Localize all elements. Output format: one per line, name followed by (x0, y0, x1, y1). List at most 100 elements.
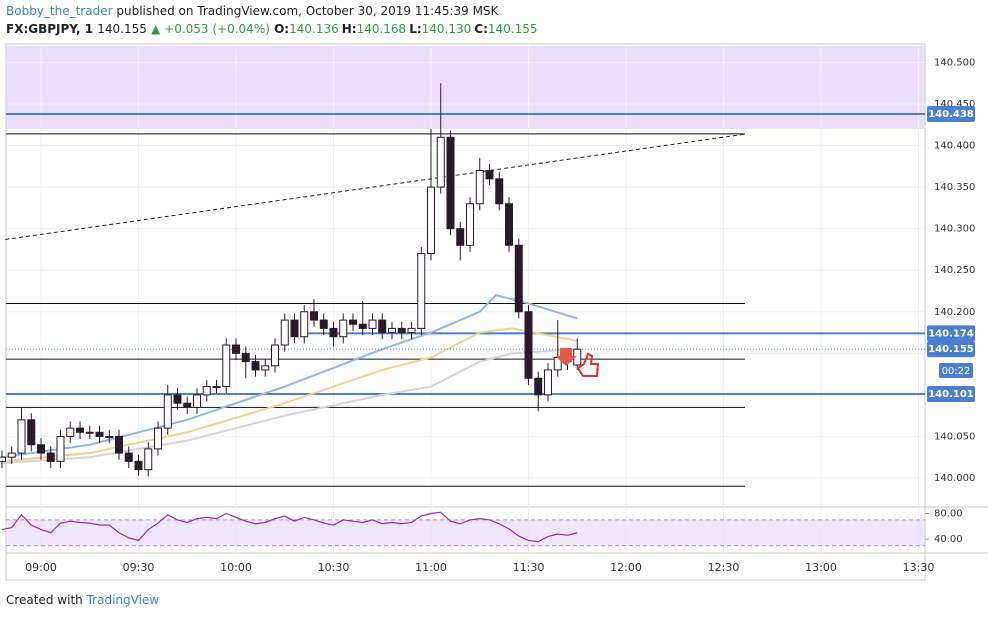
y-tick-label: 140.000 (934, 473, 975, 484)
candle-body (505, 203, 513, 246)
candle-body (241, 352, 250, 363)
ohlc-value: 140.136 (289, 22, 339, 36)
candle-body (358, 323, 367, 329)
x-tick-label: 13:30 (903, 561, 935, 574)
price-label: 140.155 (928, 344, 974, 355)
x-tick-label: 10:00 (220, 561, 252, 574)
candle-body (280, 319, 289, 346)
last: 140.155 (97, 22, 147, 36)
candle-body (232, 344, 240, 354)
candle-body (261, 365, 270, 371)
candle-body (456, 228, 465, 246)
ohlc-label: H: (341, 22, 357, 36)
candle-body (388, 327, 396, 334)
candle-body (66, 427, 75, 437)
candle-body (115, 435, 123, 454)
down-arrow (555, 348, 577, 366)
candle-body (124, 452, 133, 462)
y-tick-label: 40.00 (934, 534, 963, 545)
author[interactable]: Bobby_the_trader (6, 4, 113, 18)
zone (6, 45, 925, 129)
candle-body (417, 253, 426, 329)
trendline (5, 133, 747, 240)
candle-body (534, 377, 543, 396)
countdown-box (939, 363, 973, 378)
candle-body (154, 427, 162, 450)
candle-body (300, 311, 309, 338)
candle-body (495, 178, 504, 205)
candle-body (37, 444, 45, 454)
price-label-box (927, 341, 975, 358)
y-tick-label: 140.450 (934, 99, 975, 110)
header-line: Bobby_the_trader published on TradingVie… (6, 4, 498, 18)
candle-body (76, 427, 84, 433)
candle-body (95, 431, 104, 437)
ohlc: O:140.136 H:140.168 L:140.130 C:140.155 (274, 22, 540, 36)
y-tick-label: 140.400 (934, 141, 975, 152)
candle-body (329, 327, 338, 338)
price-label-box (927, 105, 975, 122)
ohlc-label: L: (409, 22, 422, 36)
candle-body (17, 419, 26, 454)
candle-body (466, 203, 474, 246)
price-label: 140.101 (928, 389, 974, 400)
candle-body (514, 244, 523, 313)
candle-body (485, 169, 494, 180)
x-tick-label: 11:30 (513, 561, 545, 574)
candle-body (27, 419, 36, 446)
y-tick-label: 140.300 (934, 224, 975, 235)
candle-body (271, 344, 279, 367)
candle-body (475, 169, 484, 205)
candle-body (368, 319, 377, 329)
x-tick-label: 11:00 (415, 561, 447, 574)
candle-body (290, 319, 299, 338)
candle-body (0, 456, 6, 462)
candle-body (56, 435, 65, 462)
x-tick-label: 09:30 (123, 561, 155, 574)
candle-body (446, 136, 455, 230)
ohlc-line: FX:GBPJPY, 1 140.155 ▲ +0.053 (+0.04%) O… (6, 22, 541, 36)
symbol: FX:GBPJPY, 1 (6, 22, 94, 36)
candle-body (397, 327, 406, 334)
candle-body (378, 319, 387, 334)
candle-body (7, 452, 16, 458)
candle-body (319, 319, 328, 329)
published: published on TradingView.com, October 30… (116, 4, 499, 18)
candle-body (193, 394, 201, 408)
ohlc-value: 140.168 (356, 22, 407, 36)
change: ▲ +0.053 (+0.04%) (151, 22, 270, 36)
candle-body (85, 431, 94, 434)
candle-body (251, 361, 260, 371)
x-tick-label: 09:00 (25, 561, 57, 574)
candle-body (202, 386, 211, 396)
candle-body (544, 369, 552, 396)
y-tick-label: 140.050 (934, 431, 975, 442)
y-tick-label: 80.00 (934, 508, 963, 519)
candle-body (183, 402, 192, 408)
y-tick-label: 140.350 (934, 182, 975, 193)
price-label-box (927, 325, 975, 342)
marks: 140.000140.050140.100140.150140.200140.2… (0, 44, 975, 574)
candle-body (173, 394, 182, 404)
candle-body (105, 435, 114, 438)
moving-average (1, 294, 578, 459)
brand[interactable]: TradingView (86, 593, 160, 607)
candle-body (144, 448, 153, 471)
x-tick-label: 12:00 (610, 561, 642, 574)
ohlc-label: C: (474, 22, 488, 36)
price-label: 140.174 (928, 328, 974, 339)
candle-body (222, 344, 231, 388)
candle-body (46, 452, 55, 462)
footer-text: Created with (6, 593, 83, 607)
x-tick-label: 10:30 (318, 561, 350, 574)
candle-body (339, 319, 348, 338)
candle-body (310, 311, 318, 321)
countdown: 00:22 (942, 366, 971, 377)
candle-body (524, 311, 533, 379)
rsi-line (1, 511, 578, 543)
price-label: 140.438 (928, 109, 974, 120)
candle-body (212, 386, 221, 389)
y-tick-label: 140.500 (934, 57, 975, 68)
footer: Created with TradingView (6, 593, 159, 607)
